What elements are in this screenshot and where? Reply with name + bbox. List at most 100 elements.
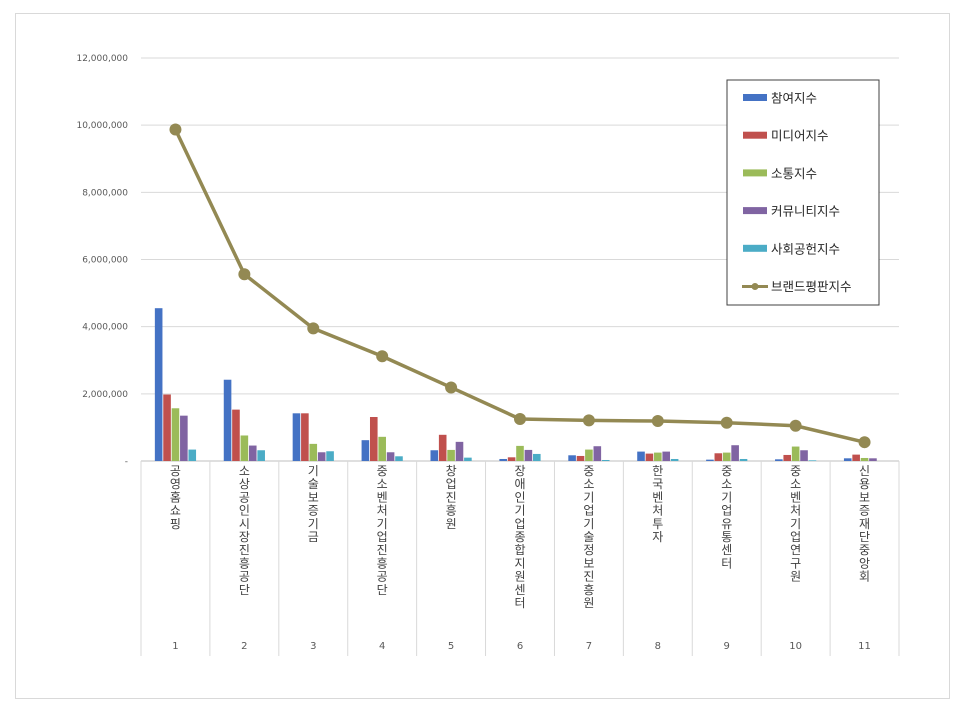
- bar: [386, 452, 395, 461]
- bar: [654, 452, 662, 461]
- line-point: [376, 350, 389, 363]
- y-tick-label: 8,000,000: [82, 188, 128, 198]
- line-point: [651, 415, 664, 428]
- bar-series: [154, 308, 877, 461]
- bar: [438, 434, 447, 461]
- line-point: [858, 436, 871, 449]
- bar: [714, 453, 723, 461]
- bar: [585, 449, 593, 461]
- legend-swatch: [743, 94, 767, 101]
- line-point: [238, 268, 251, 281]
- bar: [395, 456, 403, 461]
- bar: [301, 413, 309, 461]
- category-rank-label: 5: [448, 641, 454, 652]
- bar: [455, 441, 464, 461]
- category-rank-label: 10: [789, 641, 802, 652]
- y-axis-tick-labels: - 2,000,000 4,000,000 6,000,000 8,000,000 10,…: [76, 54, 128, 467]
- bar: [860, 457, 869, 461]
- bar: [593, 446, 602, 461]
- y-tick-label: 10,000,000: [76, 121, 128, 131]
- bar: [154, 308, 163, 461]
- y-tick-label: 2,000,000: [82, 390, 128, 400]
- y-tick-label: -: [125, 457, 128, 467]
- legend-label: 커뮤니티지수: [771, 204, 840, 219]
- legend-swatch: [743, 207, 767, 215]
- bar: [800, 450, 808, 461]
- legend-label: 소통지수: [771, 166, 817, 181]
- bar: [662, 451, 671, 461]
- bar: [317, 452, 326, 461]
- y-tick-label: 4,000,000: [82, 323, 128, 333]
- line-point: [307, 322, 320, 335]
- bar-series-2: [163, 394, 860, 461]
- bar: [706, 459, 714, 461]
- bar: [670, 458, 679, 461]
- bar: [852, 454, 860, 461]
- legend-label: 사회공헌지수: [771, 241, 840, 256]
- bar: [171, 408, 180, 461]
- bar: [843, 458, 852, 461]
- bar: [637, 451, 645, 461]
- legend-label: 브랜드평판지수: [771, 279, 852, 294]
- bar: [576, 455, 585, 461]
- bar: [516, 445, 524, 461]
- bar: [188, 449, 197, 461]
- bar: [464, 457, 472, 461]
- bar: [783, 454, 792, 461]
- bar: [499, 458, 507, 461]
- category-rank-label: 8: [655, 641, 661, 652]
- bar-series-5: [188, 449, 817, 461]
- legend-label: 미디어지수: [771, 128, 829, 143]
- category-rank-label: 1: [172, 641, 178, 652]
- category-labels: 공 영 홈 쇼 핑 1 소 상 공 인 시 장 진 흥 공 단 2 기 술 보 증 기 금 3 중 소 벤 처 기 업 진 흥 공 단 4 창 업 진 흥 원…: [170, 464, 871, 652]
- legend-label: 참여지수: [771, 91, 817, 106]
- bar: [447, 449, 455, 461]
- bar: [775, 459, 783, 461]
- bar: [533, 453, 541, 461]
- line-point: [720, 416, 733, 429]
- category-rank-label: 11: [858, 641, 871, 652]
- bar: [739, 458, 748, 461]
- bar: [524, 449, 533, 461]
- category-rank-label: 4: [379, 641, 385, 652]
- bar-series-4: [180, 415, 877, 461]
- bar: [869, 458, 877, 461]
- bar: [568, 455, 576, 461]
- bar: [507, 457, 516, 461]
- bar: [180, 415, 188, 461]
- chart-svg: - 2,000,000 4,000,000 6,000,000 8,000,000 10,…: [76, 54, 900, 656]
- legend-box: [726, 79, 880, 306]
- bar: [601, 459, 610, 461]
- category-rank-label: 3: [310, 641, 316, 652]
- bar: [361, 440, 370, 461]
- bar: [645, 453, 654, 461]
- bar-series-1: [154, 308, 852, 461]
- y-tick-label: 6,000,000: [82, 256, 128, 266]
- category-rank-label: 6: [517, 641, 523, 652]
- gridlines: [141, 57, 899, 462]
- line-point: [789, 419, 802, 432]
- bar: [791, 446, 800, 461]
- bar-series-3: [171, 408, 869, 461]
- bar: [326, 451, 334, 461]
- bar: [292, 413, 301, 461]
- bar: [731, 445, 739, 461]
- line-point: [582, 414, 595, 427]
- category-rank-label: 9: [724, 641, 730, 652]
- line-series: [169, 123, 871, 449]
- bar: [378, 436, 386, 461]
- bar: [430, 450, 439, 461]
- bar: [257, 450, 265, 461]
- legend-marker: [751, 283, 759, 290]
